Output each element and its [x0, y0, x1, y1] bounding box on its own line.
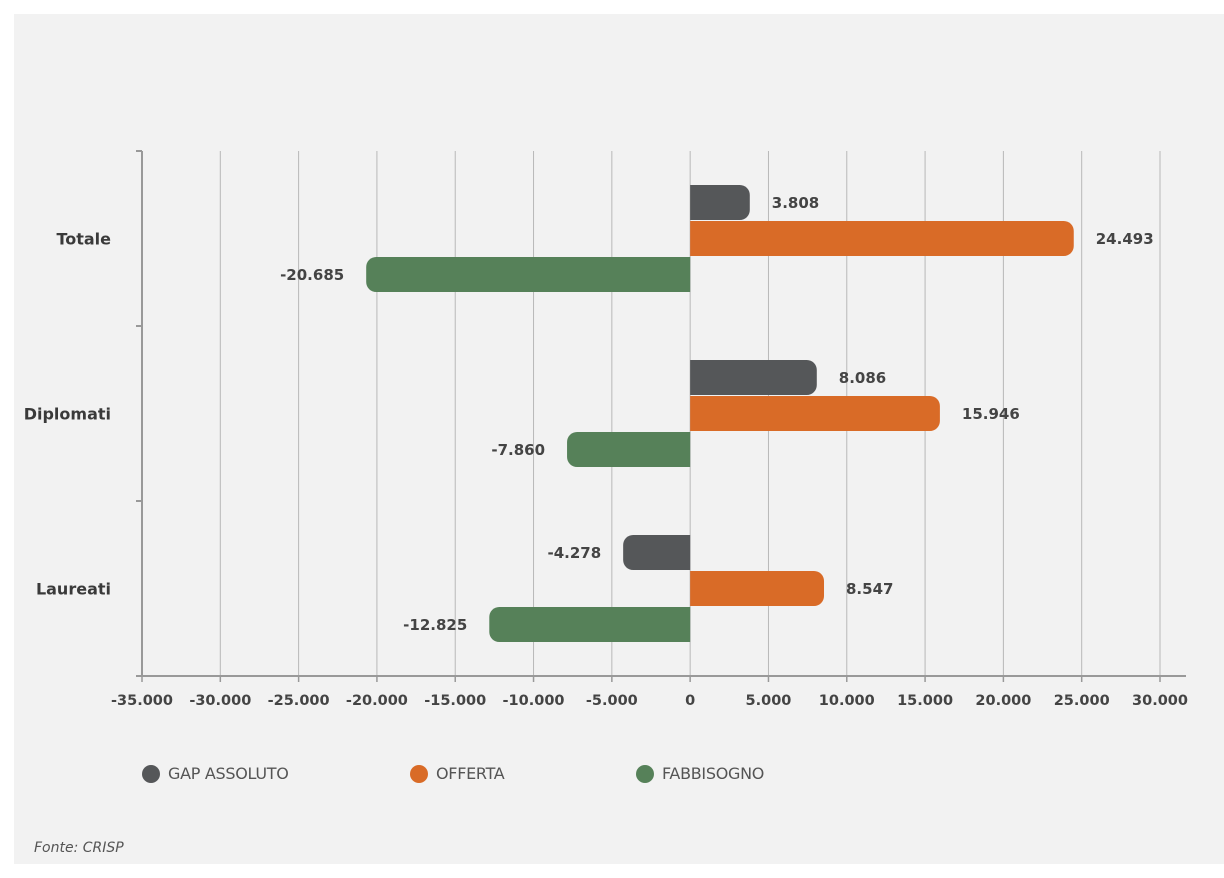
data-label: -7.860 [491, 441, 545, 459]
data-label: 8.547 [846, 580, 893, 598]
data-label: -20.685 [280, 266, 344, 284]
data-label: 24.493 [1096, 230, 1154, 248]
bar-chart: -35.000 -30.000 -25.000 -20.000 -15.000 -10.0… [24, 150, 1188, 709]
x-tick-label: -15.000 [424, 693, 486, 709]
bar [690, 360, 817, 395]
x-tick-label: 5.000 [746, 693, 792, 709]
bar [623, 535, 691, 570]
x-tick-label: 25.000 [1054, 693, 1110, 709]
bar [489, 607, 691, 642]
x-tick-label: -30.000 [189, 693, 251, 709]
legend-label-offerta: OFFERTA [436, 764, 505, 783]
legend-label-fabbisogno: FABBISOGNO [662, 764, 765, 783]
bar [567, 432, 691, 467]
bar [690, 221, 1074, 256]
source-note: Fonte: CRISP [34, 840, 124, 856]
chart-panel: -35.000 -30.000 -25.000 -20.000 -15.000 -10.0… [14, 14, 1224, 864]
x-tick-label: 20.000 [975, 693, 1031, 709]
data-label: 15.946 [962, 405, 1020, 423]
data-label: 8.086 [839, 369, 886, 387]
legend-item-gap: GAP ASSOLUTO [142, 764, 410, 783]
bar [690, 396, 940, 431]
legend-item-offerta: OFFERTA [410, 764, 636, 783]
bar [690, 571, 825, 606]
bar [690, 185, 750, 220]
legend: GAP ASSOLUTO OFFERTA FABBISOGNO [142, 764, 764, 783]
x-tick-label: 15.000 [897, 693, 953, 709]
x-tick-label: -25.000 [268, 693, 330, 709]
data-label: -4.278 [547, 544, 601, 562]
category-label: Laureati [36, 580, 111, 599]
category-label: Diplomati [24, 405, 111, 424]
legend-swatch-offerta [410, 764, 428, 783]
legend-swatch-gap [142, 764, 160, 783]
x-tick-label: -20.000 [346, 693, 408, 709]
x-tick-label: -35.000 [111, 693, 173, 709]
x-tick-label: 30.000 [1132, 693, 1188, 709]
legend-label-gap: GAP ASSOLUTO [168, 764, 289, 783]
x-tick-label: -5.000 [586, 693, 638, 709]
legend-item-fabbisogno: FABBISOGNO [636, 764, 764, 783]
category-label: Totale [56, 230, 111, 249]
x-tick-label: 10.000 [819, 693, 875, 709]
x-tick-label: -10.000 [503, 693, 565, 709]
legend-swatch-fabbisogno [636, 764, 654, 783]
data-label: -12.825 [403, 616, 467, 634]
data-label: 3.808 [772, 194, 819, 212]
bar [366, 257, 691, 292]
x-tick-label: 0 [685, 693, 695, 709]
